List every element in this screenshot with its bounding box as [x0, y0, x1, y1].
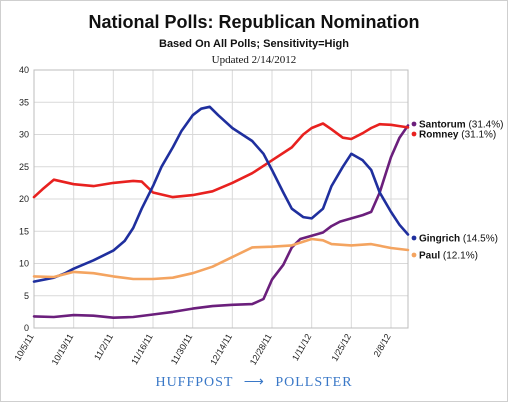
series-line-paul	[32, 237, 410, 281]
legend-dot-paul	[411, 252, 417, 258]
legend-label-gingrich: Gingrich (14.5%)	[419, 234, 498, 245]
x-tick-label: 12/28/11	[248, 332, 274, 367]
y-tick-label: 25	[19, 162, 29, 172]
y-tick-label: 15	[19, 226, 29, 236]
y-tick-label: 0	[24, 323, 29, 333]
brand-huffpost: HUFFPOST	[155, 375, 234, 390]
legend-dot-romney	[411, 131, 417, 137]
legend-label-paul: Paul (12.1%)	[419, 251, 478, 262]
x-tick-label: 11/30/11	[169, 332, 195, 366]
chart-subtitle: Based On All Polls; Sensitivity=High	[159, 38, 349, 50]
x-tick-label: 11/2/11	[92, 332, 115, 362]
arrow-icon: ⟶	[243, 375, 265, 390]
series-line-gingrich	[32, 105, 410, 283]
legend-label-romney: Romney (31.1%)	[419, 130, 496, 141]
legend-dot-gingrich	[411, 235, 417, 241]
y-tick-label: 5	[24, 291, 29, 301]
huffpost-pollster-logo: HUFFPOST ⟶ POLLSTER	[0, 374, 508, 391]
y-tick-label: 10	[19, 259, 29, 269]
y-tick-label: 40	[19, 65, 29, 75]
chart-updated: Updated 2/14/2012	[211, 54, 297, 66]
x-tick-label: 1/11/12	[290, 332, 313, 362]
series-line-romney	[32, 122, 410, 199]
legend-dot-santorum	[411, 121, 417, 127]
y-tick-label: 30	[19, 130, 29, 140]
series-line-santorum	[32, 124, 410, 320]
x-tick-label: 1/25/12	[329, 332, 353, 363]
plot-border	[33, 69, 409, 329]
x-tick-label: 10/5/11	[12, 332, 35, 362]
y-tick-label: 35	[19, 97, 29, 107]
chart-title: National Polls: Republican Nomination	[88, 12, 420, 32]
x-tick-label: 12/14/11	[208, 332, 234, 367]
x-tick-label: 11/16/11	[129, 332, 155, 366]
legend-label-santorum: Santorum (31.4%)	[419, 120, 503, 131]
y-tick-label: 20	[19, 194, 29, 204]
x-tick-label: 10/19/11	[50, 332, 76, 367]
brand-pollster: POLLSTER	[275, 375, 353, 390]
x-tick-label: 2/8/12	[372, 332, 393, 359]
